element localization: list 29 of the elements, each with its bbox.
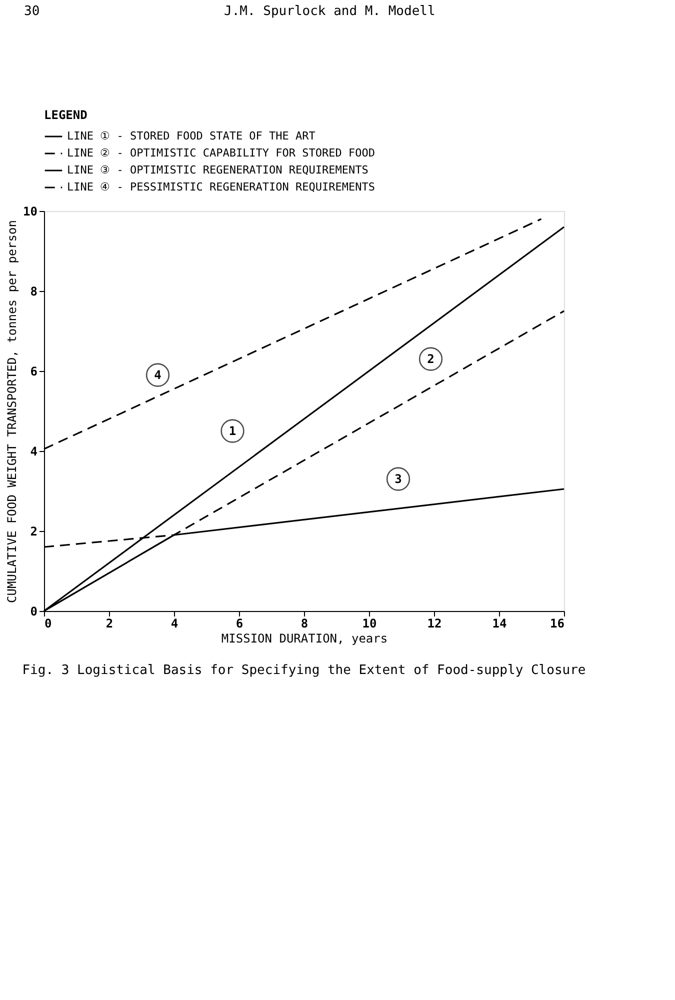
legend-label: LINE ④ - PESSIMISTIC REGENERATION REQUIREMENTS [67,180,376,194]
x-tick-label: 8 [300,616,308,630]
x-axis-title: MISSION DURATION, years [221,632,388,646]
y-tick-label: 0 [30,604,38,618]
x-tick-label: 4 [170,616,178,630]
x-tick-label: 16 [550,616,564,630]
legend-label: LINE ② - OPTIMISTIC CAPABILITY FOR STORED FOOD [67,146,376,160]
y-tick-label: 8 [30,284,38,298]
annotation: 3 [394,472,402,486]
annotation: 4 [154,368,162,382]
y-axis-title: CUMULATIVE FOOD WEIGHT TRANSPORTED, tonnes per person [5,220,20,603]
text: 30 [24,4,40,19]
x-tick-label: 2 [106,616,114,630]
x-tick-label: 6 [236,616,244,630]
annotation: 2 [427,352,434,366]
x-tick-label: 14 [492,616,507,630]
x-tick-label: 12 [427,616,442,630]
annotation: 1 [228,424,236,438]
text: J.M. Spurlock and M. Modell [224,4,436,19]
legend-label: LINE ③ - OPTIMISTIC REGENERATION REQUIREMENTS [67,164,368,176]
legend-title: LEGEND [44,108,88,122]
y-tick-label: 10 [23,204,38,218]
legend-label: LINE ① - STORED FOOD STATE OF THE ART [67,130,316,142]
x-tick-label: 10 [362,616,377,630]
y-tick-label: 2 [30,524,38,538]
text: Fig. 3 Logistical Basis for Specifying the Extent of Food-supply Closure [22,663,586,678]
y-tick-label: 6 [30,364,38,378]
y-tick-label: 4 [30,444,38,458]
x-tick-label: 0 [44,616,52,630]
